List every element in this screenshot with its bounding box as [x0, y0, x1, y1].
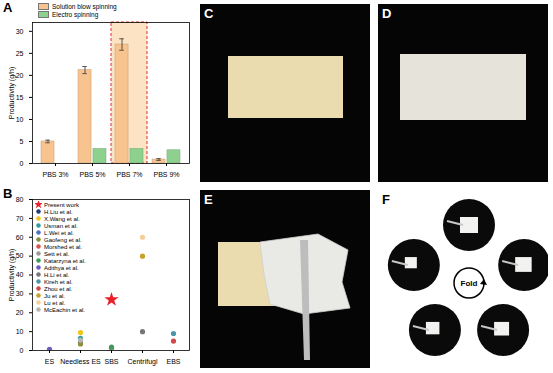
html-text:Lu et al.: Lu et al. [44, 299, 66, 306]
html-text:B: B [3, 186, 13, 201]
html-text:X.Wang et al.: X.Wang et al. [44, 215, 80, 222]
html-text:McEachin et al.: McEachin et al. [44, 306, 85, 313]
svg-text:60: 60 [16, 233, 24, 240]
svg-text:40: 40 [16, 271, 24, 278]
html-text:Electro spinning: Electro spinning [52, 10, 99, 18]
svg-text:50: 50 [16, 252, 24, 259]
svg-text:PBS 5%: PBS 5% [79, 171, 105, 178]
svg-text:25: 25 [16, 50, 24, 57]
svg-text:10: 10 [16, 116, 24, 123]
html-text:H.Li et al.: H.Li et al. [44, 271, 70, 278]
html-text:Sett et al.: Sett et al. [44, 250, 70, 257]
svg-text:Productivity (g/h): Productivity (g/h) [8, 67, 16, 120]
svg-text:80: 80 [16, 196, 24, 203]
svg-text:10: 10 [16, 328, 24, 335]
svg-text:70: 70 [16, 215, 24, 222]
html-text:L.Wei et al.: L.Wei et al. [44, 229, 74, 236]
svg-text:Needless ES: Needless ES [60, 358, 101, 365]
svg-text:20: 20 [16, 309, 24, 316]
svg-text:Fold: Fold [461, 279, 478, 288]
html-text:Kireh et al.: Kireh et al. [44, 278, 73, 285]
svg-text:0: 0 [20, 160, 24, 167]
svg-text:SBS: SBS [104, 358, 118, 365]
html-text:Solution blow spinning: Solution blow spinning [52, 2, 117, 10]
html-text:Usman et al.: Usman et al. [44, 222, 78, 229]
html-text:H.Liu et al.: H.Liu et al. [44, 208, 73, 215]
html-text:Gaofeng et al.: Gaofeng et al. [44, 236, 82, 243]
html-text:Present work: Present work [44, 201, 79, 208]
svg-text:0: 0 [20, 347, 24, 354]
html-text:A: A [3, 0, 13, 15]
html-text:E: E [204, 192, 213, 207]
svg-text:PBS 3%: PBS 3% [42, 171, 68, 178]
svg-text:15: 15 [16, 94, 24, 101]
svg-text:30: 30 [16, 28, 24, 35]
svg-text:20: 20 [16, 72, 24, 79]
svg-text:EBS: EBS [166, 358, 180, 365]
html-text:Adithya et al.: Adithya et al. [44, 264, 79, 271]
svg-text:30: 30 [16, 290, 24, 297]
html-text:Ju et al.: Ju et al. [44, 292, 65, 299]
html-text:D: D [382, 6, 392, 21]
svg-text:Productivity (g/h): Productivity (g/h) [8, 249, 16, 302]
html-text:F: F [382, 192, 390, 207]
svg-text:ES: ES [45, 358, 55, 365]
html-text:C: C [204, 6, 214, 21]
svg-text:PBS 7%: PBS 7% [116, 171, 142, 178]
html-text:Zhou et al.: Zhou et al. [44, 285, 73, 292]
html-text:Morshed et al.: Morshed et al. [44, 243, 82, 250]
html-text:Katarzyna et al.: Katarzyna et al. [44, 257, 86, 264]
svg-text:PBS 9%: PBS 9% [153, 171, 179, 178]
svg-text:Centrifugl: Centrifugl [128, 358, 158, 366]
svg-text:5: 5 [20, 138, 24, 145]
